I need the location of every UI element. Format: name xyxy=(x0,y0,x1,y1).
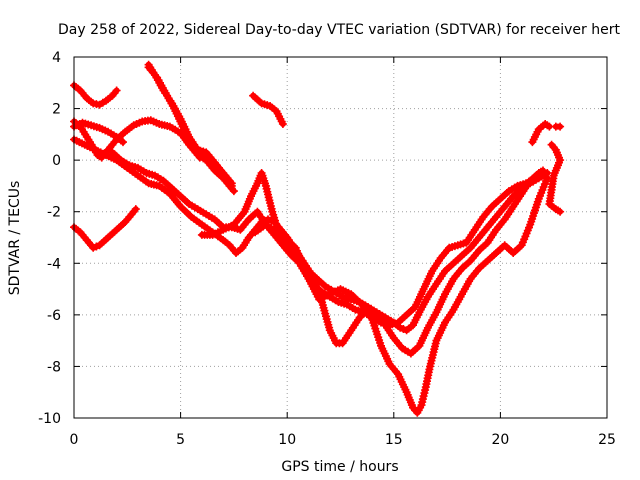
x-tick-label: 20 xyxy=(491,432,509,448)
x-tick-label: 0 xyxy=(70,432,79,448)
series-1 xyxy=(70,81,121,109)
x-tick-label: 15 xyxy=(385,432,403,448)
series-7 xyxy=(144,60,236,188)
axis-ticks xyxy=(73,56,608,419)
y-tick-label: 2 xyxy=(52,102,61,118)
series-markers xyxy=(70,205,140,252)
y-tick-label: -4 xyxy=(47,256,61,272)
x-tick-label: 25 xyxy=(598,432,616,448)
series-9 xyxy=(197,169,547,330)
y-tick-label: -6 xyxy=(47,308,61,324)
series-line xyxy=(109,149,551,334)
data-series xyxy=(70,60,565,417)
y-tick-label: 4 xyxy=(52,50,61,66)
y-tick-label: -2 xyxy=(47,205,61,221)
grid xyxy=(74,57,607,418)
series-5 xyxy=(70,205,140,252)
series-10 xyxy=(251,174,552,417)
y-tick-label: 0 xyxy=(52,153,61,169)
series-markers xyxy=(551,122,565,131)
y-tick-label: -8 xyxy=(47,359,61,375)
series-12 xyxy=(528,120,554,147)
series-markers xyxy=(545,140,565,216)
chart-title: Day 258 of 2022, Sidereal Day-to-day VTE… xyxy=(58,22,620,38)
x-tick-label: 10 xyxy=(278,432,296,448)
y-axis-label: SDTVAR / TECUs xyxy=(7,181,23,296)
series-markers xyxy=(197,169,547,330)
series-markers xyxy=(144,60,236,188)
series-markers xyxy=(251,174,552,417)
x-tick-label: 5 xyxy=(176,432,185,448)
x-axis-label: GPS time / hours xyxy=(281,459,398,475)
series-markers xyxy=(70,81,121,109)
series-13 xyxy=(545,140,565,216)
plot-frame xyxy=(73,56,608,419)
series-markers xyxy=(528,120,554,147)
series-11 xyxy=(249,91,287,128)
series-markers xyxy=(249,91,287,128)
series-14 xyxy=(551,122,565,131)
y-tick-label: -10 xyxy=(38,411,61,427)
tick-labels: 0 5 10 15 20 25 -10 -8 -6 -4 -2 0 2 4 xyxy=(38,50,616,448)
